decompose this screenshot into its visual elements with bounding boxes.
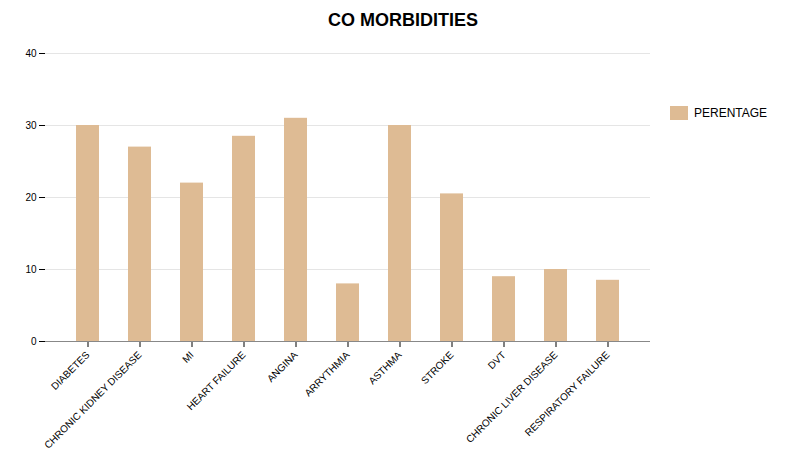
svg-text:CHRONIC LIVER DISEASE: CHRONIC LIVER DISEASE (464, 349, 560, 445)
svg-text:ARRYTHMIA: ARRYTHMIA (302, 349, 352, 399)
svg-text:30: 30 (25, 120, 37, 131)
html-text:PERENTAGE: PERENTAGE (694, 106, 768, 120)
svg-text:ANGINA: ANGINA (265, 349, 300, 384)
svg-text:ASTHMA: ASTHMA (366, 349, 403, 386)
svg-text:20: 20 (25, 192, 37, 203)
html-text:CO MORBIDITIES: CO MORBIDITIES (328, 10, 478, 30)
svg-text:CHRONIC KIDNEY DISEASE: CHRONIC KIDNEY DISEASE (42, 349, 144, 451)
svg-text:40: 40 (25, 48, 37, 59)
svg-text:STROKE: STROKE (419, 349, 456, 386)
svg-text:MI: MI (180, 349, 196, 365)
svg-text:HEART FAILURE: HEART FAILURE (185, 349, 248, 412)
svg-text:RESPIRATORY FAILURE: RESPIRATORY FAILURE (523, 349, 612, 438)
svg-text:DIABETES: DIABETES (49, 349, 92, 392)
svg-text:10: 10 (25, 264, 37, 275)
svg-text:DVT: DVT (486, 349, 508, 371)
svg-text:0: 0 (31, 336, 37, 347)
